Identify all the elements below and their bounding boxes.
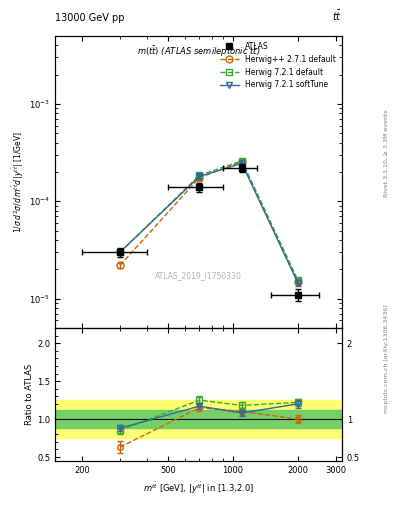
Text: 13000 GeV pp: 13000 GeV pp	[55, 13, 125, 23]
Bar	[55, 400, 342, 438]
Y-axis label: Ratio to ATLAS: Ratio to ATLAS	[25, 364, 34, 425]
Text: $m(t\bar{t})$ (ATLAS semileptonic $t\bar{t}$): $m(t\bar{t})$ (ATLAS semileptonic $t\bar…	[137, 45, 260, 59]
Y-axis label: $1 / \sigma\, d^2\sigma / d\, m^{t\bar{t}} d\, |y^{t\bar{t}}|$ [1/GeV]: $1 / \sigma\, d^2\sigma / d\, m^{t\bar{t…	[11, 131, 26, 233]
Text: mcplots.cern.ch [arXiv:1306.3436]: mcplots.cern.ch [arXiv:1306.3436]	[384, 304, 389, 413]
X-axis label: $m^{t\bar{t}}$ [GeV], $|y^{t\bar{t}}|$ in [1.3,2.0]: $m^{t\bar{t}}$ [GeV], $|y^{t\bar{t}}|$ i…	[143, 480, 254, 496]
Text: ATLAS_2019_I1750330: ATLAS_2019_I1750330	[155, 271, 242, 280]
Text: $t\bar{t}$: $t\bar{t}$	[332, 9, 342, 23]
Text: Rivet 3.1.10, ≥ 3.3M events: Rivet 3.1.10, ≥ 3.3M events	[384, 110, 389, 198]
Bar	[55, 410, 342, 428]
Legend: ATLAS, Herwig++ 2.7.1 default, Herwig 7.2.1 default, Herwig 7.2.1 softTune: ATLAS, Herwig++ 2.7.1 default, Herwig 7.…	[217, 39, 338, 92]
